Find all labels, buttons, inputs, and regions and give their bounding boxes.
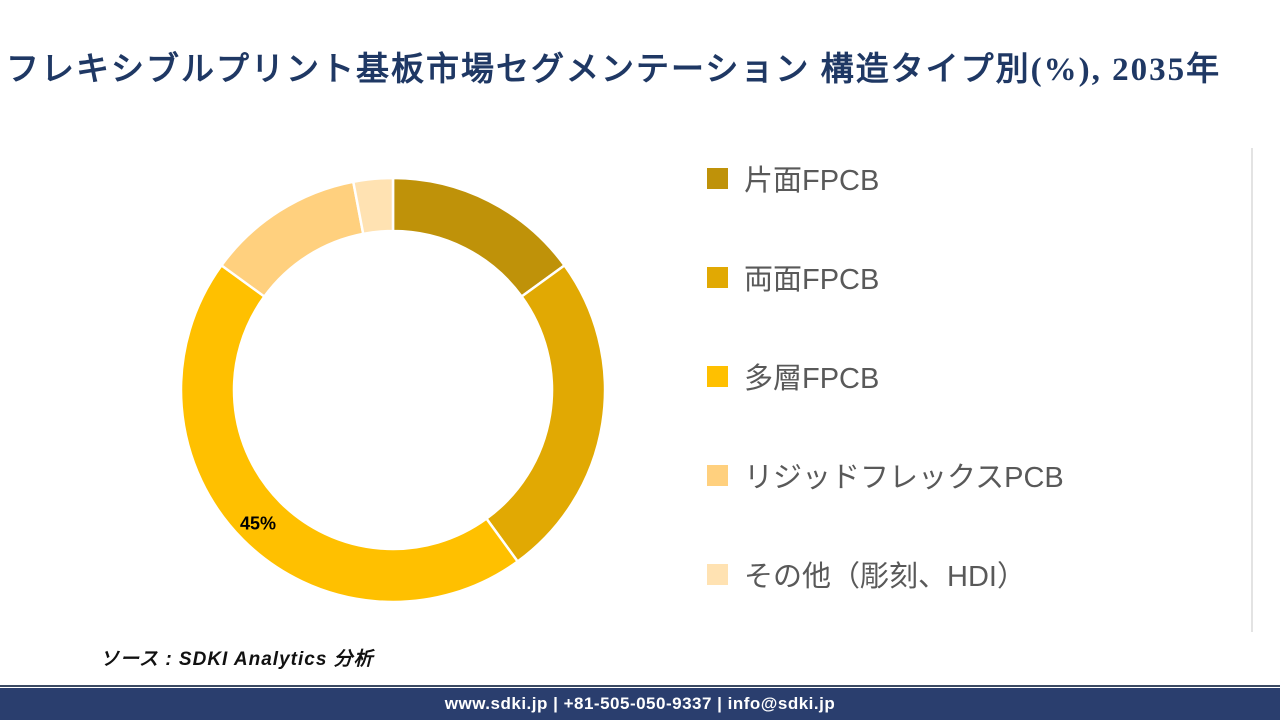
donut-slice-0: 片面FPCB 15% — [391, 176, 567, 299]
footer-bar: www.sdki.jp | +81-505-050-9337 | info@sd… — [0, 688, 1280, 720]
chart-title: フレキシブルプリント基板市場セグメンテーション 構造タイプ別(%), 2035年 — [6, 52, 1222, 88]
source-note: ソース : SDKI Analytics 分析 — [100, 649, 374, 670]
legend-swatch-icon — [707, 167, 728, 189]
donut-slice-3: リジッドフレックスPCB 12% — [219, 180, 365, 299]
chart-legend: 片面FPCB 両面FPCB 多層FPCB リジッドフレックスPCB その他（彫刻、HDI… — [707, 158, 1064, 594]
legend-label: 多層FPCB — [744, 363, 880, 395]
legend-swatch-icon — [707, 464, 728, 486]
data-label-45-percent: 45% — [239, 513, 277, 534]
donut-chart-svg: 片面FPCB 15%両面FPCB 25%多層FPCB 45%リジッドフレックスP… — [179, 176, 607, 604]
legend-swatch-icon — [707, 365, 728, 387]
footer-divider — [0, 685, 1280, 687]
legend-item-0: 片面FPCB — [707, 158, 1064, 198]
legend-item-3: リジッドフレックスPCB — [707, 455, 1064, 495]
donut-slice-1: 両面FPCB 25% — [484, 263, 607, 564]
legend-label: リジッドフレックスPCB — [744, 462, 1064, 494]
chart-object-right-edge — [1251, 148, 1253, 632]
donut-slice-4: その他（彫刻、HDI） 3% — [351, 176, 395, 236]
donut-chart: 片面FPCB 15%両面FPCB 25%多層FPCB 45%リジッドフレックスP… — [178, 175, 608, 605]
legend-label: 片面FPCB — [744, 165, 880, 197]
legend-label: 両面FPCB — [744, 264, 880, 296]
legend-item-2: 多層FPCB — [707, 356, 1064, 396]
legend-item-4: その他（彫刻、HDI） — [707, 554, 1064, 594]
legend-swatch-icon — [707, 563, 728, 585]
footer-contact-text: www.sdki.jp | +81-505-050-9337 | info@sd… — [444, 694, 836, 713]
legend-item-1: 両面FPCB — [707, 257, 1064, 297]
legend-swatch-icon — [707, 266, 728, 288]
donut-slice-2: 多層FPCB 45% — [179, 263, 520, 604]
legend-label: その他（彫刻、HDI） — [744, 561, 1026, 593]
